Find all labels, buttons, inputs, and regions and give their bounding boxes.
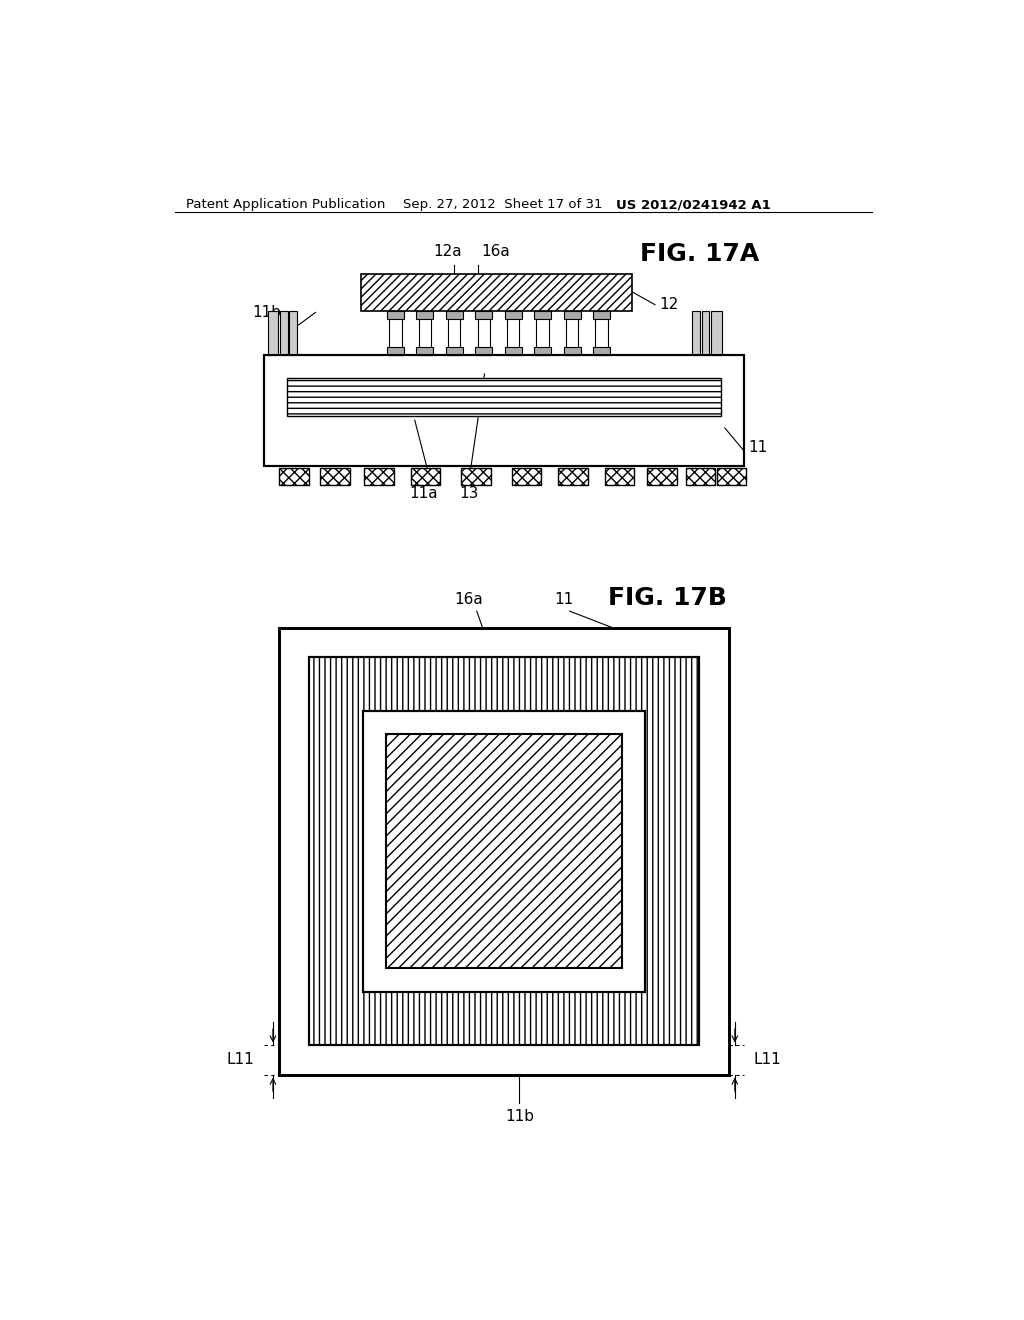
Bar	[365, 469, 394, 484]
Bar	[692, 312, 700, 355]
Bar	[362, 711, 645, 991]
Bar	[362, 711, 645, 991]
Bar	[535, 347, 551, 355]
Bar	[387, 347, 403, 355]
Bar	[321, 469, 349, 484]
Text: 16a: 16a	[455, 591, 483, 607]
Text: Patent Application Publication: Patent Application Publication	[186, 198, 385, 211]
Bar	[701, 312, 710, 355]
Text: 16a: 16a	[481, 243, 510, 259]
Text: US 2012/0241942 A1: US 2012/0241942 A1	[616, 198, 771, 211]
Bar	[360, 275, 632, 312]
Text: 13: 13	[460, 486, 478, 500]
Bar	[417, 312, 433, 318]
Bar	[563, 347, 581, 355]
Bar	[505, 347, 521, 355]
Bar	[449, 312, 461, 355]
Bar	[445, 312, 463, 318]
Bar	[280, 628, 729, 1074]
Text: 12a: 12a	[433, 243, 462, 259]
Bar	[417, 347, 433, 355]
Bar	[280, 312, 288, 355]
Bar	[505, 312, 521, 318]
Bar	[280, 469, 308, 484]
Text: Sep. 27, 2012  Sheet 17 of 31: Sep. 27, 2012 Sheet 17 of 31	[403, 198, 603, 211]
Bar	[475, 312, 493, 318]
Bar	[461, 469, 490, 484]
Text: FIG. 17B: FIG. 17B	[608, 586, 727, 610]
Text: 11: 11	[554, 591, 573, 607]
Text: 12: 12	[658, 297, 678, 313]
Bar	[507, 312, 519, 355]
Bar	[558, 469, 588, 484]
Text: 11a: 11a	[410, 486, 438, 500]
Bar	[566, 312, 579, 355]
Bar	[386, 734, 622, 969]
Bar	[280, 628, 729, 1074]
Bar	[593, 347, 610, 355]
Text: 11b: 11b	[253, 305, 282, 319]
Bar	[647, 469, 677, 484]
Bar	[537, 312, 549, 355]
Bar	[711, 312, 722, 355]
Bar	[308, 657, 699, 1045]
Text: L11: L11	[754, 1052, 781, 1067]
Text: FIG. 17A: FIG. 17A	[640, 242, 759, 265]
Bar	[563, 312, 581, 318]
Bar	[387, 312, 403, 318]
Bar	[475, 347, 493, 355]
Bar	[263, 355, 744, 466]
Bar	[445, 347, 463, 355]
Bar	[287, 378, 721, 416]
Bar	[263, 355, 744, 466]
Bar	[686, 469, 716, 484]
Bar	[604, 469, 634, 484]
Text: 11b: 11b	[505, 1109, 534, 1125]
Bar	[593, 312, 610, 318]
Bar	[419, 312, 431, 355]
Bar	[308, 657, 699, 1045]
Bar	[477, 312, 489, 355]
Bar	[389, 312, 401, 355]
Text: L11: L11	[226, 1052, 254, 1067]
Bar	[717, 469, 746, 484]
Bar	[362, 711, 645, 991]
Bar	[512, 469, 541, 484]
Bar	[595, 312, 607, 355]
Bar	[289, 312, 297, 355]
Text: 11: 11	[748, 440, 767, 454]
Bar	[535, 312, 551, 318]
Bar	[267, 312, 279, 355]
Bar	[411, 469, 440, 484]
